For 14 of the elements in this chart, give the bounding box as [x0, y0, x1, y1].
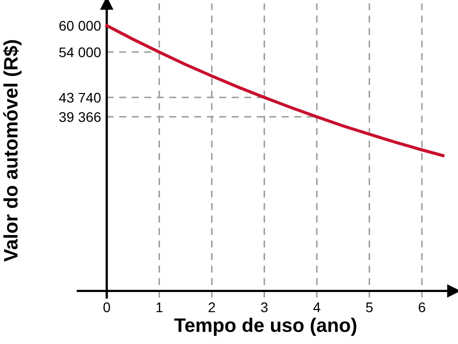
x-tick-label: 5 [366, 302, 373, 312]
x-tick-label: 0 [103, 302, 110, 312]
y-tick-label: 43 740 [59, 92, 101, 103]
x-tick-label: 2 [208, 302, 215, 312]
line-series [105, 24, 444, 158]
x-axis-title: Tempo de uso (ano) [174, 318, 356, 336]
x-tick-label: 3 [260, 302, 268, 312]
y-tick-label: 39 366 [59, 112, 101, 122]
y-tick-label: 54 000 [59, 47, 101, 58]
x-tick-label: 1 [156, 302, 162, 312]
x-tick-label: 6 [418, 302, 426, 312]
x-tick-label: 4 [313, 302, 320, 312]
y-axis-title: Valor do automóvel (R$) [3, 40, 22, 262]
y-tick-label: 60 000 [59, 20, 101, 31]
